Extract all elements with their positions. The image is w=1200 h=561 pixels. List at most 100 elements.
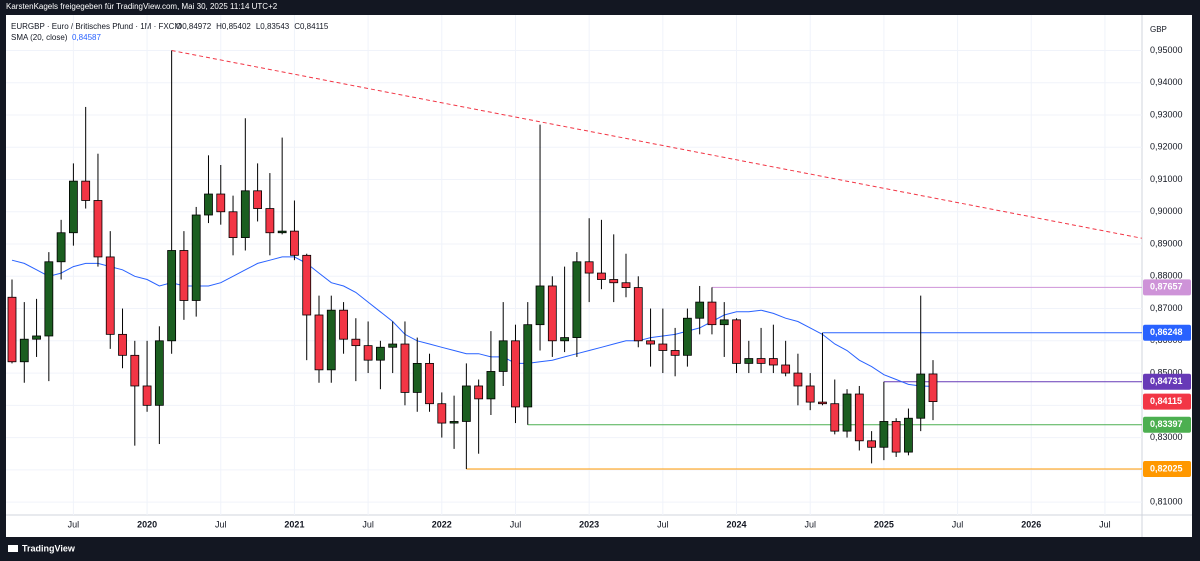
candle-body — [400, 343, 410, 393]
candle-body — [314, 314, 324, 371]
x-tick-label: 2021 — [284, 519, 304, 529]
candle-body — [363, 345, 373, 361]
y-tick-label: 0,83000 — [1150, 432, 1183, 442]
candle-body — [216, 193, 226, 213]
price-badge — [1143, 373, 1191, 390]
candle-body — [375, 346, 385, 361]
price-badge-label: 0,87657 — [1150, 282, 1183, 292]
price-badge — [1143, 416, 1191, 433]
sma-line — [11, 256, 934, 387]
candle-body — [19, 338, 29, 363]
sma-legend: SMA (20, close) — [11, 33, 68, 42]
candle-body — [93, 200, 103, 258]
candle-body — [781, 364, 791, 374]
candle-body — [670, 350, 680, 356]
candle-body — [916, 373, 926, 419]
candle-body — [118, 333, 127, 356]
price-badge — [1143, 461, 1191, 478]
trendline — [171, 49, 1142, 239]
x-tick-label: Jul — [510, 519, 522, 529]
candle-body — [7, 296, 17, 363]
x-tick-label: Jul — [362, 519, 374, 529]
candle-body — [228, 211, 238, 238]
x-tick-label: 2020 — [137, 519, 157, 529]
candle-body — [449, 421, 459, 424]
candle-body — [854, 393, 864, 442]
candle-body — [167, 250, 177, 342]
x-tick-label: Jul — [215, 519, 227, 529]
candle-body — [818, 401, 827, 405]
candle-body — [793, 372, 803, 387]
candle-body — [32, 335, 41, 340]
candle-body — [412, 362, 422, 393]
candle-body — [302, 254, 312, 316]
y-tick-label: 0,89000 — [1150, 238, 1183, 248]
candle-body — [523, 324, 533, 408]
candle-body — [597, 272, 606, 280]
candle-body — [326, 309, 336, 371]
candle-body — [560, 337, 569, 342]
candle-body — [474, 385, 484, 400]
candle-body — [744, 358, 754, 364]
candle-body — [904, 417, 913, 453]
ohlc-value: C0,84115 — [294, 22, 329, 31]
candle-body — [658, 343, 668, 351]
candle-body — [842, 393, 852, 432]
x-tick-label: Jul — [1099, 519, 1111, 529]
candle-body — [105, 256, 115, 335]
candle-body — [179, 250, 189, 301]
candle-body — [584, 261, 594, 274]
candle-body — [756, 358, 766, 364]
price-badge — [1143, 324, 1191, 341]
candle-body — [81, 180, 91, 201]
candle-body — [388, 343, 398, 348]
candle-body — [290, 230, 299, 256]
candle-body — [695, 301, 705, 319]
y-tick-label: 0,91000 — [1150, 174, 1183, 184]
x-tick-label: 2023 — [579, 519, 599, 529]
candle-body — [707, 301, 717, 326]
candle-body — [339, 309, 348, 340]
candle-body — [621, 282, 631, 288]
x-tick-label: Jul — [804, 519, 816, 529]
x-tick-label: 2022 — [432, 519, 452, 529]
candle-body — [56, 232, 66, 263]
x-tick-label: Jul — [952, 519, 964, 529]
y-tick-label: 0,85000 — [1150, 367, 1183, 377]
candle-body — [867, 440, 876, 448]
currency: GBP — [1150, 25, 1167, 34]
candle-body — [130, 354, 140, 387]
y-tick-label: 0,88000 — [1150, 271, 1183, 281]
price-badge — [1143, 279, 1191, 296]
candle-body — [498, 340, 508, 372]
x-tick-label: Jul — [68, 519, 80, 529]
candle-body — [805, 385, 815, 403]
candle-body — [572, 261, 582, 338]
y-tick-label: 0,95000 — [1150, 45, 1183, 55]
ohlc-value: L0,83543 — [256, 22, 290, 31]
candle-body — [928, 373, 938, 403]
candle-body — [154, 340, 164, 406]
candle-body — [683, 317, 692, 356]
candle-body — [879, 421, 889, 448]
ohlc-value: H0,85402 — [216, 22, 251, 31]
candle-body — [461, 385, 471, 422]
candle-body — [535, 285, 545, 326]
candle-body — [633, 287, 643, 342]
candle-body — [277, 230, 287, 234]
candle-body — [486, 371, 496, 400]
candle-body — [204, 193, 213, 216]
brand-logo — [8, 545, 18, 552]
candle-body — [437, 403, 447, 424]
candle-body — [142, 385, 152, 406]
y-tick-label: 0,90000 — [1150, 206, 1183, 216]
price-badge — [1143, 393, 1191, 410]
candle-body — [191, 214, 201, 301]
brand: TradingView — [8, 543, 76, 553]
price-badge-label: 0,83397 — [1150, 419, 1183, 429]
sma-value: 0,84587 — [72, 33, 101, 42]
candle-body — [351, 338, 361, 347]
candle-body — [547, 285, 557, 342]
